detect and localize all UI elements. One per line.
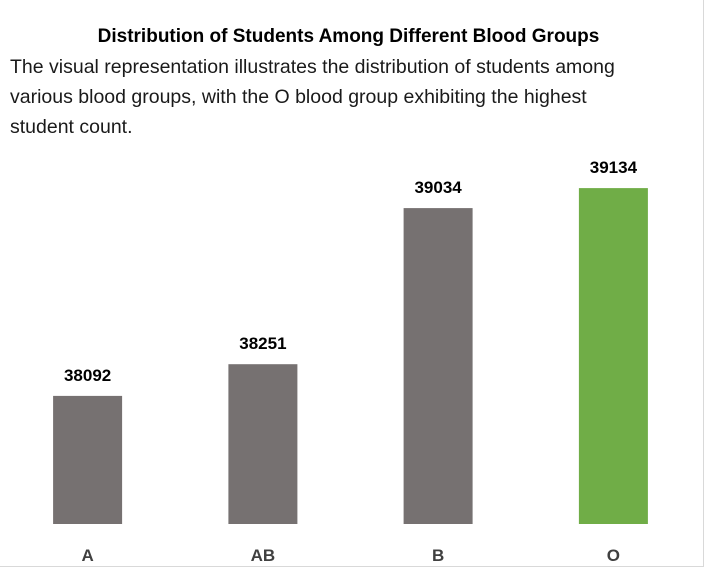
data-label-b: 39034 xyxy=(414,178,462,197)
bar-ab xyxy=(228,364,298,524)
bar-a xyxy=(53,395,123,524)
data-label-o: 39134 xyxy=(590,158,638,177)
x-tick-label-ab: AB xyxy=(251,546,276,565)
x-tick-label-o: O xyxy=(607,546,620,565)
bar-b xyxy=(403,208,473,524)
chart-title: Distribution of Students Among Different… xyxy=(97,26,600,47)
data-label-ab: 38251 xyxy=(239,334,286,353)
data-label-a: 38092 xyxy=(64,366,111,385)
x-tick-label-a: A xyxy=(81,546,93,565)
x-tick-label-b: B xyxy=(432,546,444,565)
chart-subtitle: The visual representation illustrates th… xyxy=(10,56,615,138)
bar-o xyxy=(578,188,648,524)
